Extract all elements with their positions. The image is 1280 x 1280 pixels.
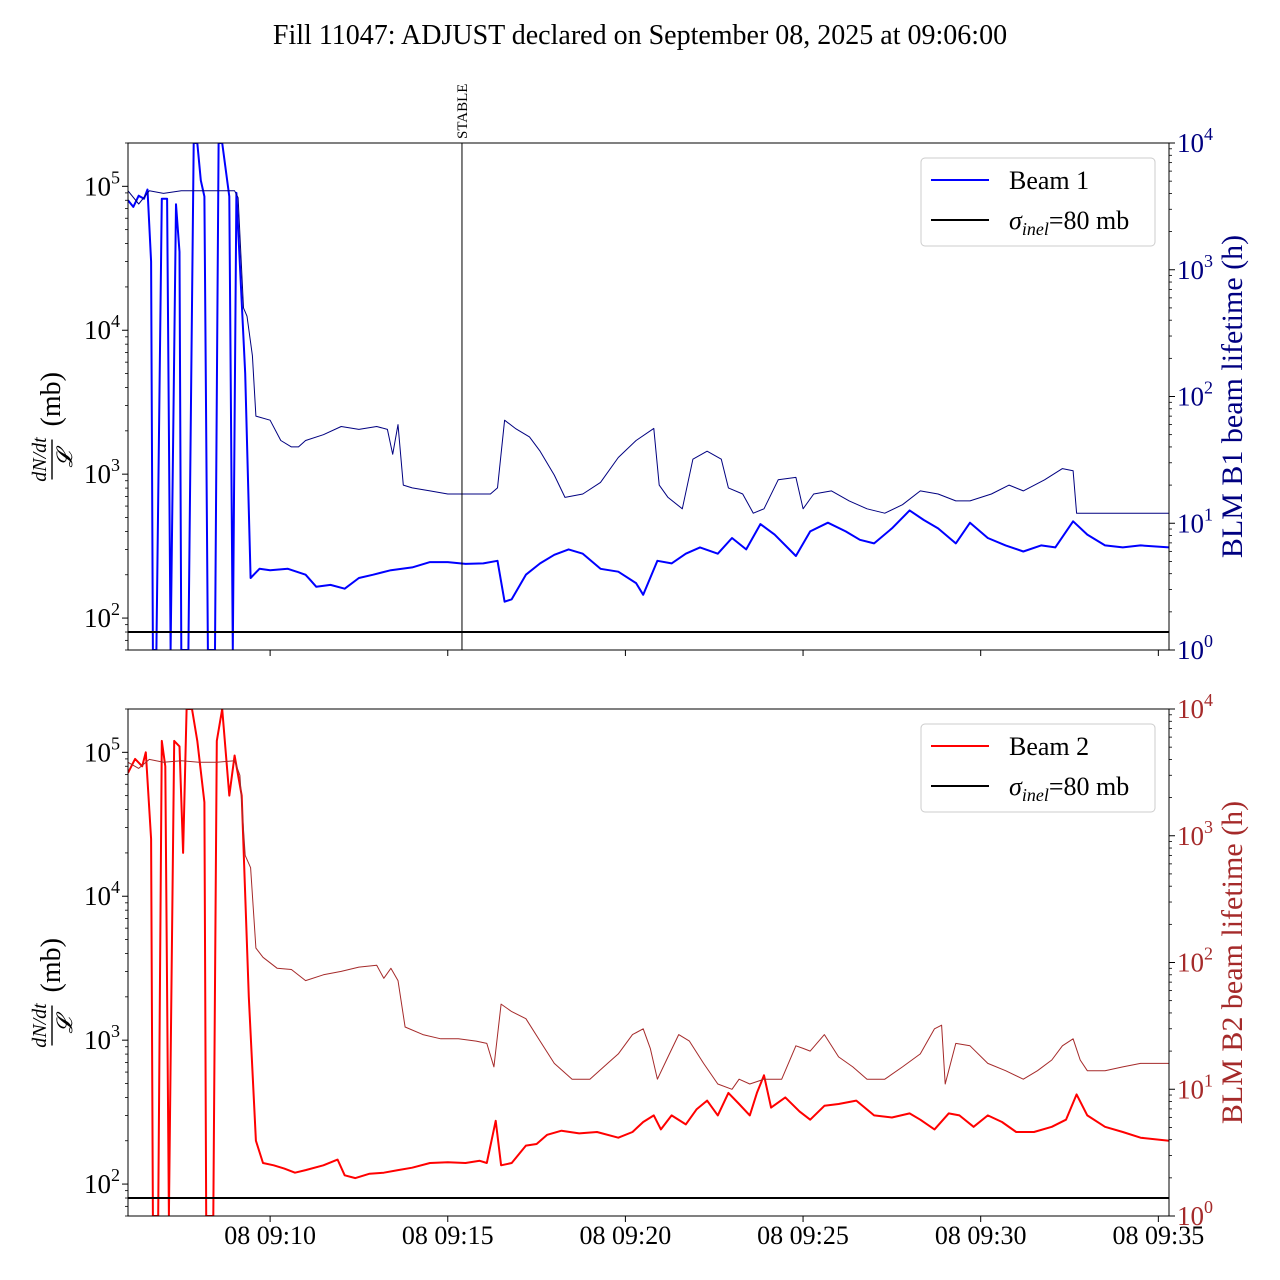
y-tick-label: 102 — [84, 1165, 120, 1199]
y2-tick-label: 103 — [1177, 817, 1213, 851]
legend-label: Beam 2 — [1009, 732, 1089, 761]
x-tick-label: 08 09:15 — [402, 1221, 494, 1250]
y-axis-label-right: BLM B1 beam lifetime (h) — [1216, 235, 1249, 558]
panel-top-beam1: STABLE 102 103 104 105 100 101 102 103 104 dN/dt 𝓛 (… — [29, 84, 1249, 665]
y-tick-label: 103 — [84, 1021, 120, 1055]
x-tick-label: 08 09:20 — [580, 1221, 672, 1250]
x-tick-label: 08 09:35 — [1112, 1221, 1204, 1250]
y2-tick-label: 103 — [1177, 251, 1213, 285]
y-label-denominator: 𝓛 — [52, 446, 77, 468]
y-axis-label-right: BLM B2 beam lifetime (h) — [1216, 801, 1249, 1124]
panel-bottom-beam2: 102 103 104 105 100 101 102 103 104 08 09:10 08 09… — [29, 690, 1249, 1250]
y-label-unit: (mb) — [36, 372, 67, 426]
y-tick-label: 105 — [84, 733, 120, 767]
y-label-unit: (mb) — [36, 938, 67, 992]
series-beam-line — [128, 143, 1169, 650]
legend-label: σinel=80 mb — [1009, 206, 1129, 239]
y-label-numerator: dN/dt — [29, 437, 51, 482]
y2-tick-label: 102 — [1177, 378, 1213, 412]
x-tick-label: 08 09:25 — [757, 1221, 849, 1250]
legend: Beam 1 σinel=80 mb — [920, 157, 1156, 247]
y2-tick-label: 104 — [1177, 690, 1213, 724]
y-tick-label: 104 — [84, 311, 120, 345]
y-tick-label: 105 — [84, 167, 120, 201]
legend-label: Beam 1 — [1009, 166, 1089, 195]
y-tick-label: 102 — [84, 599, 120, 633]
x-tick-label: 08 09:30 — [935, 1221, 1027, 1250]
y2-tick-label: 104 — [1177, 124, 1213, 158]
stable-marker-label: STABLE — [455, 84, 471, 139]
series-lifetime-line — [128, 190, 1169, 514]
y-axis-label-left: dN/dt 𝓛 (mb) — [29, 372, 77, 482]
y-tick-label: 103 — [84, 455, 120, 489]
y2-tick-label: 102 — [1177, 944, 1213, 978]
series-lifetime-line — [128, 758, 1169, 1090]
plot-area — [128, 143, 1169, 650]
plot-area — [128, 709, 1169, 1216]
y-label-denominator: 𝓛 — [52, 1012, 77, 1034]
y2-tick-label: 101 — [1177, 1070, 1213, 1104]
series-beam-line — [128, 709, 1169, 1216]
y-tick-label: 104 — [84, 877, 120, 911]
y-axis-label-left: dN/dt 𝓛 (mb) — [29, 938, 77, 1048]
chart-title: Fill 11047: ADJUST declared on September… — [273, 20, 1007, 51]
legend: Beam 2 σinel=80 mb — [920, 723, 1156, 813]
y2-tick-label: 101 — [1177, 504, 1213, 538]
y-label-numerator: dN/dt — [29, 1003, 51, 1048]
x-tick-label: 08 09:10 — [224, 1221, 316, 1250]
legend-label: σinel=80 mb — [1009, 772, 1129, 805]
y2-tick-label: 100 — [1177, 631, 1213, 665]
y2-tick-label: 100 — [1177, 1197, 1213, 1231]
